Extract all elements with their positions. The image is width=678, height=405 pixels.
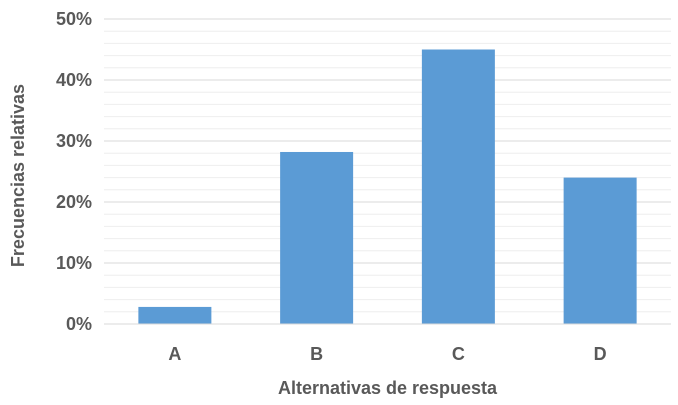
x-axis-tick-labels: A B C D xyxy=(168,344,606,364)
x-axis-title: Alternativas de respuesta xyxy=(278,378,498,398)
y-axis-title: Frecuencias relativas xyxy=(8,84,28,267)
x-tick-label: A xyxy=(168,344,181,364)
bars xyxy=(138,49,637,324)
bar-b xyxy=(280,151,354,324)
bar-d xyxy=(563,177,637,324)
x-tick-label: D xyxy=(594,344,607,364)
bar-c xyxy=(421,49,495,324)
y-tick-label: 0% xyxy=(66,314,92,334)
minor-gridlines xyxy=(104,30,671,313)
y-tick-label: 50% xyxy=(56,9,92,29)
y-tick-label: 30% xyxy=(56,131,92,151)
y-tick-label: 10% xyxy=(56,253,92,273)
y-axis-tick-labels: 0% 10% 20% 30% 40% 50% xyxy=(56,9,92,334)
bar-a xyxy=(138,306,212,324)
x-tick-label: B xyxy=(310,344,323,364)
y-tick-label: 20% xyxy=(56,192,92,212)
y-tick-label: 40% xyxy=(56,70,92,90)
x-tick-label: C xyxy=(452,344,465,364)
